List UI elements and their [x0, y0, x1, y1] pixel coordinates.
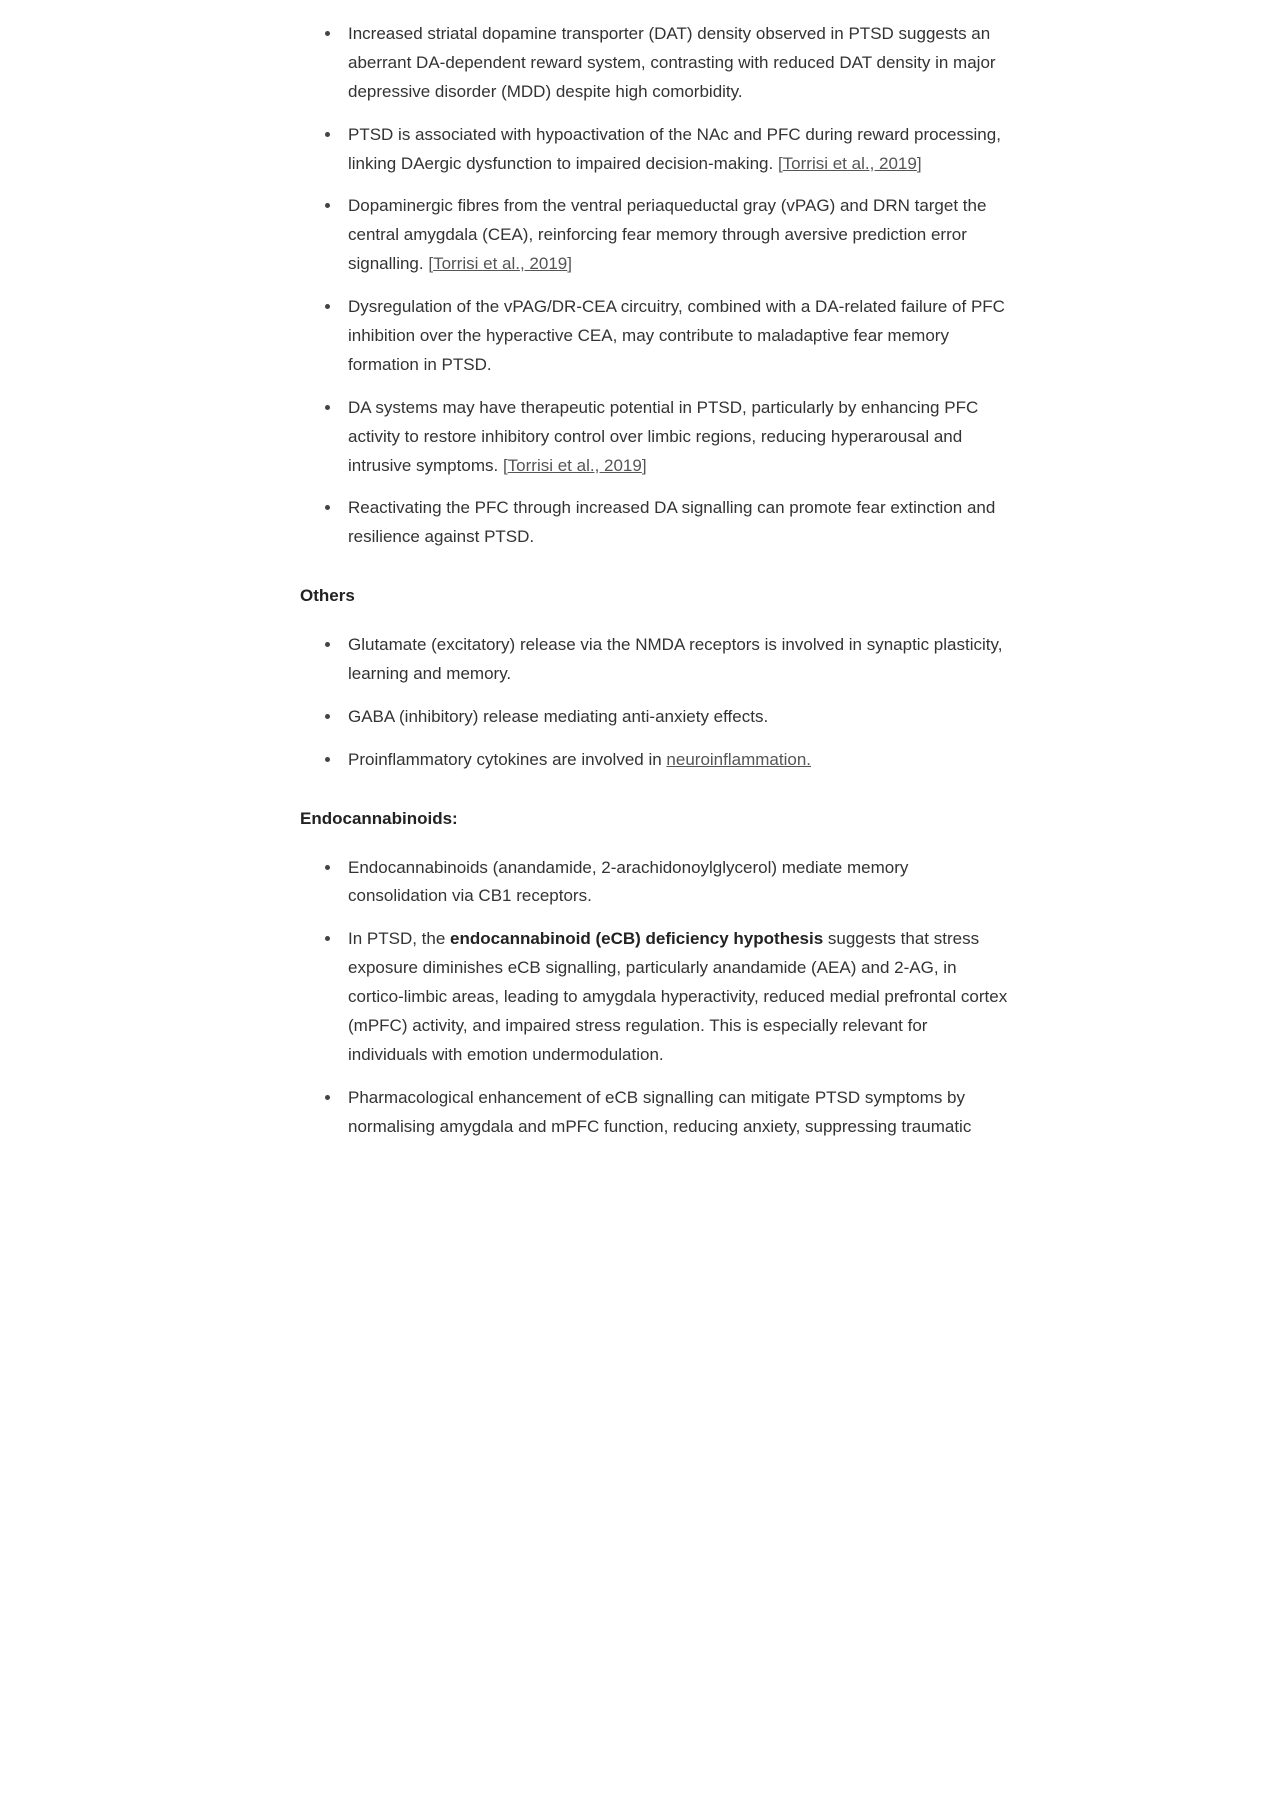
list-item: Pharmacological enhancement of eCB signa… — [342, 1084, 1010, 1142]
list-item: GABA (inhibitory) release mediating anti… — [342, 703, 1010, 732]
list-item: Increased striatal dopamine transporter … — [342, 20, 1010, 107]
bracket-close: ] — [917, 154, 922, 173]
list-item: Glutamate (excitatory) release via the N… — [342, 631, 1010, 689]
item-text-suffix: suggests that stress exposure diminishes… — [348, 929, 1007, 1064]
item-text: Reactivating the PFC through increased D… — [348, 498, 995, 546]
citation-link[interactable]: Torrisi et al., 2019 — [783, 154, 917, 173]
endocannabinoids-heading: Endocannabinoids: — [300, 805, 1010, 834]
item-text: Dysregulation of the vPAG/DR-CEA circuit… — [348, 297, 1005, 374]
document-page: Increased striatal dopamine transporter … — [230, 0, 1050, 1210]
item-text: Increased striatal dopamine transporter … — [348, 24, 996, 101]
item-text-prefix: In PTSD, the — [348, 929, 450, 948]
item-text: Pharmacological enhancement of eCB signa… — [348, 1088, 971, 1136]
bracket-close: ] — [642, 456, 647, 475]
dopamine-list: Increased striatal dopamine transporter … — [270, 20, 1010, 552]
list-item: PTSD is associated with hypoactivation o… — [342, 121, 1010, 179]
list-item: Dysregulation of the vPAG/DR-CEA circuit… — [342, 293, 1010, 380]
others-heading: Others — [300, 582, 1010, 611]
endocannabinoids-list: Endocannabinoids (anandamide, 2-arachido… — [270, 854, 1010, 1142]
list-item: In PTSD, the endocannabinoid (eCB) defic… — [342, 925, 1010, 1069]
bracket-close: ] — [567, 254, 572, 273]
item-text: Glutamate (excitatory) release via the N… — [348, 635, 1002, 683]
item-text: DA systems may have therapeutic potentia… — [348, 398, 978, 475]
item-text: GABA (inhibitory) release mediating anti… — [348, 707, 768, 726]
bold-term: endocannabinoid (eCB) deficiency hypothe… — [450, 929, 823, 948]
list-item: Dopaminergic fibres from the ventral per… — [342, 192, 1010, 279]
others-list: Glutamate (excitatory) release via the N… — [270, 631, 1010, 775]
item-text-prefix: Proinflammatory cytokines are involved i… — [348, 750, 666, 769]
citation-link[interactable]: Torrisi et al., 2019 — [433, 254, 567, 273]
list-item: DA systems may have therapeutic potentia… — [342, 394, 1010, 481]
list-item: Reactivating the PFC through increased D… — [342, 494, 1010, 552]
item-text: Endocannabinoids (anandamide, 2-arachido… — [348, 858, 908, 906]
inline-link[interactable]: neuroinflammation. — [666, 750, 811, 769]
list-item: Proinflammatory cytokines are involved i… — [342, 746, 1010, 775]
citation-link[interactable]: Torrisi et al., 2019 — [508, 456, 642, 475]
list-item: Endocannabinoids (anandamide, 2-arachido… — [342, 854, 1010, 912]
